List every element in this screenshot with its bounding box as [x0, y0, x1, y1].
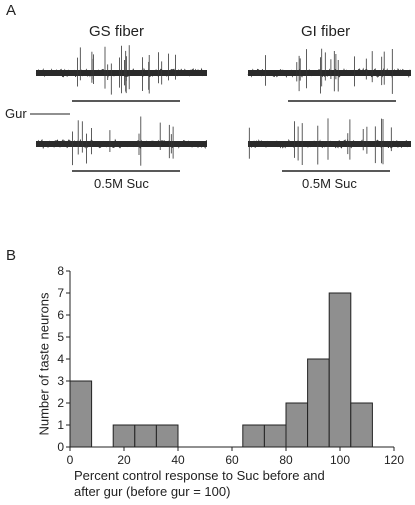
histogram-bar [285, 402, 309, 448]
histogram-bar [112, 424, 136, 448]
gs-fiber-title: GS fiber [89, 23, 145, 40]
y-tick-label: 0 [57, 440, 64, 454]
x-axis-title-line2: after gur (before gur = 100) [74, 484, 231, 499]
trace-gi-top [247, 48, 411, 94]
gur-label: Gur [5, 106, 27, 121]
x-tick-label: 60 [225, 453, 239, 467]
histogram-bar [69, 380, 93, 448]
x-tick-label: 0 [67, 453, 74, 467]
x-tick-label: 100 [330, 453, 350, 467]
histogram-bar [242, 424, 265, 448]
trace-gs-top [35, 45, 207, 95]
y-tick-label: 1 [57, 418, 64, 432]
x-tick-label: 20 [117, 453, 131, 467]
y-tick-label: 6 [57, 308, 64, 322]
histogram-bar [155, 424, 179, 448]
suc-label-left: 0.5M Suc [94, 176, 149, 191]
gi-fiber-title: GI fiber [301, 23, 351, 40]
y-tick-label: 8 [57, 264, 64, 278]
x-axis-title-line1: Percent control response to Suc before a… [74, 468, 325, 483]
trace-gi-bottom [247, 118, 411, 165]
y-tick-label: 4 [57, 352, 64, 366]
histogram-bar [134, 424, 157, 448]
x-tick-label: 40 [171, 453, 185, 467]
x-tick-label: 120 [384, 453, 404, 467]
x-tick-label: 80 [279, 453, 293, 467]
histogram-bar [307, 358, 330, 448]
y-tick-label: 2 [57, 396, 64, 410]
panel-a-label: A [6, 2, 17, 19]
trace-gs-bottom [35, 116, 207, 166]
y-tick-label: 5 [57, 330, 64, 344]
y-tick-label: 7 [57, 286, 64, 300]
y-tick-label: 3 [57, 374, 64, 388]
y-axis-title: Number of taste neurons [36, 292, 52, 436]
histogram-bar [328, 292, 352, 448]
histogram-bar [263, 424, 287, 448]
histogram-bar [350, 402, 373, 448]
panel-b-label: B [6, 247, 17, 264]
suc-label-right: 0.5M Suc [302, 176, 357, 191]
